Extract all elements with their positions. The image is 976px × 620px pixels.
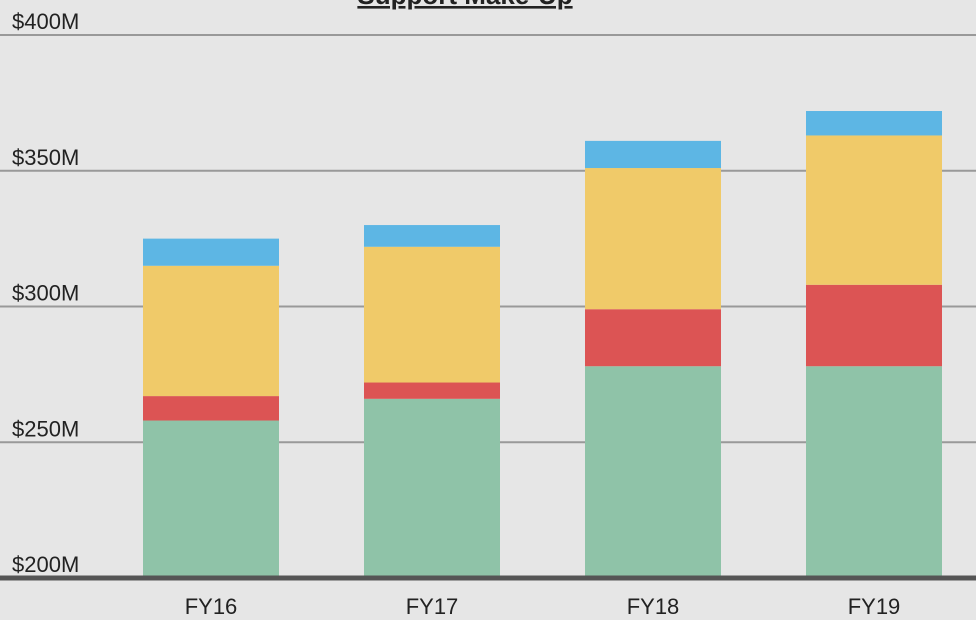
bar-segment [806, 111, 942, 136]
bar-segment [585, 309, 721, 367]
y-tick-label: $300M [12, 281, 79, 306]
bar-segment [364, 225, 500, 247]
y-tick-label: $400M [12, 9, 79, 34]
x-tick-label: FY16 [185, 594, 238, 619]
y-tick-label: $200M [12, 552, 79, 577]
bar-segment [806, 366, 942, 578]
bar-segment [143, 238, 279, 266]
bar-segment [364, 246, 500, 383]
bar-segment [585, 140, 721, 169]
x-tick-label: FY19 [848, 594, 901, 619]
bar-segment [143, 396, 279, 421]
y-tick-label: $350M [12, 145, 79, 170]
bar-segment [364, 398, 500, 578]
bar-segment [143, 265, 279, 397]
chart-title: Support Make-Up [357, 0, 572, 10]
bar-segment [364, 382, 500, 399]
x-tick-label: FY18 [627, 594, 680, 619]
bar-segment [806, 284, 942, 367]
x-tick-label: FY17 [406, 594, 459, 619]
y-tick-label: $250M [12, 416, 79, 441]
bar-segment [585, 366, 721, 578]
bar-segment [585, 168, 721, 310]
bar-segment [806, 135, 942, 285]
bar-segment [143, 420, 279, 578]
